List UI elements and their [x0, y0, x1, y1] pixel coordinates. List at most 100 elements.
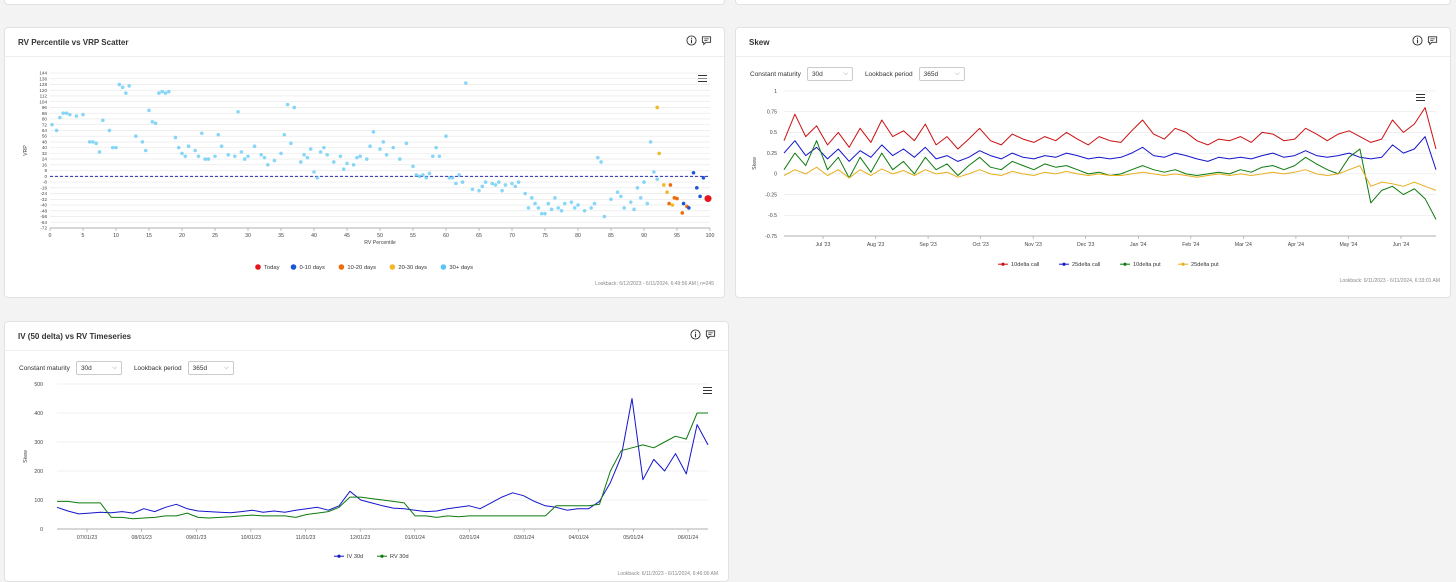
y-tick-label: 104	[39, 99, 47, 104]
x-tick-label: 10	[113, 233, 119, 239]
series-line	[56, 398, 709, 515]
scatter-point	[460, 180, 465, 184]
lookback-select[interactable]: 365d ⌵	[187, 361, 234, 375]
legend-marker	[290, 264, 297, 270]
scatter-point	[312, 170, 316, 174]
x-tick-label: 30	[245, 233, 251, 239]
scatter-point	[427, 171, 432, 176]
scatter-point	[632, 207, 636, 212]
x-tick-label: 100	[706, 233, 715, 239]
scatter-point	[546, 201, 551, 206]
scatter-point	[196, 154, 201, 159]
y-tick-label: 88	[42, 111, 48, 116]
series-line	[783, 165, 1437, 191]
scatter-point	[602, 214, 607, 219]
scatter-point	[480, 184, 485, 189]
scatter-point	[285, 102, 290, 107]
scatter-point	[272, 158, 277, 163]
skew-chart: 1 0.75 0.5 0.25 0 -0.25 -0.5 -0.75 Jul '23 Aug '2…	[752, 89, 1437, 268]
scatter-point	[262, 155, 267, 160]
y-tick-label: -64	[40, 220, 47, 225]
y-axis-label: Skew	[752, 157, 758, 170]
scatter-point	[648, 140, 653, 144]
x-tick-label: 12/01/23	[350, 535, 370, 541]
comment-icon[interactable]	[705, 329, 716, 340]
scatter-point	[355, 155, 359, 160]
scatter-point	[305, 155, 310, 160]
scatter-point	[140, 140, 145, 144]
scatter-point	[338, 154, 343, 159]
legend-marker	[337, 554, 341, 558]
scatter-point	[516, 180, 521, 184]
scatter-point	[447, 175, 452, 180]
info-icon[interactable]	[690, 329, 701, 340]
hamburger-menu-icon[interactable]	[1416, 94, 1425, 102]
scatter-point	[150, 119, 155, 124]
scatter-point	[503, 183, 508, 187]
scatter-point	[87, 140, 92, 144]
scatter-point	[681, 201, 686, 206]
x-axis-label: RV Percentile	[364, 240, 396, 246]
y-tick-label: 0.5	[770, 130, 777, 136]
scatter-chart: 1441361281201121049688807264564840322416…	[23, 71, 715, 271]
lookback-select[interactable]: 365d ⌵	[918, 67, 965, 81]
legend-label: 0-10 days	[300, 265, 326, 271]
scatter-point	[665, 190, 669, 194]
card-footer: Lookback: 6/11/2023 - 6/11/2024, 6:33:01…	[1339, 278, 1440, 284]
scatter-point	[533, 201, 537, 206]
y-tick-label: -0.75	[765, 234, 777, 240]
scatter-point	[695, 186, 699, 190]
hamburger-menu-icon[interactable]	[703, 387, 712, 395]
scatter-point	[219, 144, 224, 148]
info-icon[interactable]	[686, 35, 697, 46]
scatter-point	[619, 194, 623, 199]
scatter-point	[652, 170, 656, 174]
scatter-point	[325, 153, 330, 157]
scatter-point	[147, 108, 151, 113]
maturity-select[interactable]: 30d ⌵	[806, 67, 853, 81]
scatter-point	[50, 122, 54, 127]
maturity-select[interactable]: 30d ⌵	[75, 361, 122, 375]
scatter-point	[341, 167, 346, 171]
y-tick-label: 0	[774, 172, 777, 178]
scatter-point	[655, 177, 659, 182]
scatter-point	[381, 140, 386, 144]
x-tick-label: 02/01/24	[459, 535, 479, 541]
scatter-point	[315, 175, 320, 180]
x-tick-label: 03/01/24	[514, 535, 534, 541]
x-tick-label: 0	[49, 233, 52, 239]
x-tick-label: 80	[575, 233, 581, 239]
scatter-point	[54, 128, 59, 133]
comment-icon[interactable]	[701, 35, 712, 46]
scatter-point	[398, 157, 402, 161]
legend-label: IV 30d	[347, 554, 363, 560]
scatter-point	[523, 191, 527, 196]
x-tick-label: 25	[212, 233, 218, 239]
y-tick-label: 72	[42, 122, 48, 127]
scatter-point	[308, 147, 313, 151]
scatter-point	[414, 173, 419, 177]
scatter-point	[160, 89, 164, 94]
iv-rv-card: IV (50 delta) vs RV Timeseries Constant …	[4, 321, 729, 582]
series-line	[783, 140, 1437, 220]
x-tick-label: 50	[377, 233, 383, 239]
x-tick-label: 5	[82, 233, 85, 239]
x-tick-label: 35	[278, 233, 284, 239]
series-line	[783, 136, 1437, 170]
card-title: RV Percentile vs VRP Scatter	[18, 38, 129, 47]
info-icon[interactable]	[1412, 35, 1423, 46]
card-title: Skew	[749, 38, 770, 47]
x-tick-label: May '24	[1339, 242, 1357, 248]
scatter-point	[530, 196, 534, 200]
x-tick-label: Apr '24	[1288, 242, 1304, 248]
x-tick-label: 09/01/23	[186, 535, 206, 541]
comment-icon[interactable]	[1427, 35, 1438, 46]
x-tick-label: 65	[476, 233, 482, 239]
scatter-point	[539, 211, 544, 216]
scatter-point	[193, 148, 197, 153]
chevron-down-icon: ⌵	[112, 364, 117, 371]
scatter-point	[629, 200, 633, 204]
top-stub-left	[4, 0, 725, 5]
x-tick-label: 06/01/24	[678, 535, 698, 541]
y-tick-label: -24	[40, 191, 47, 196]
